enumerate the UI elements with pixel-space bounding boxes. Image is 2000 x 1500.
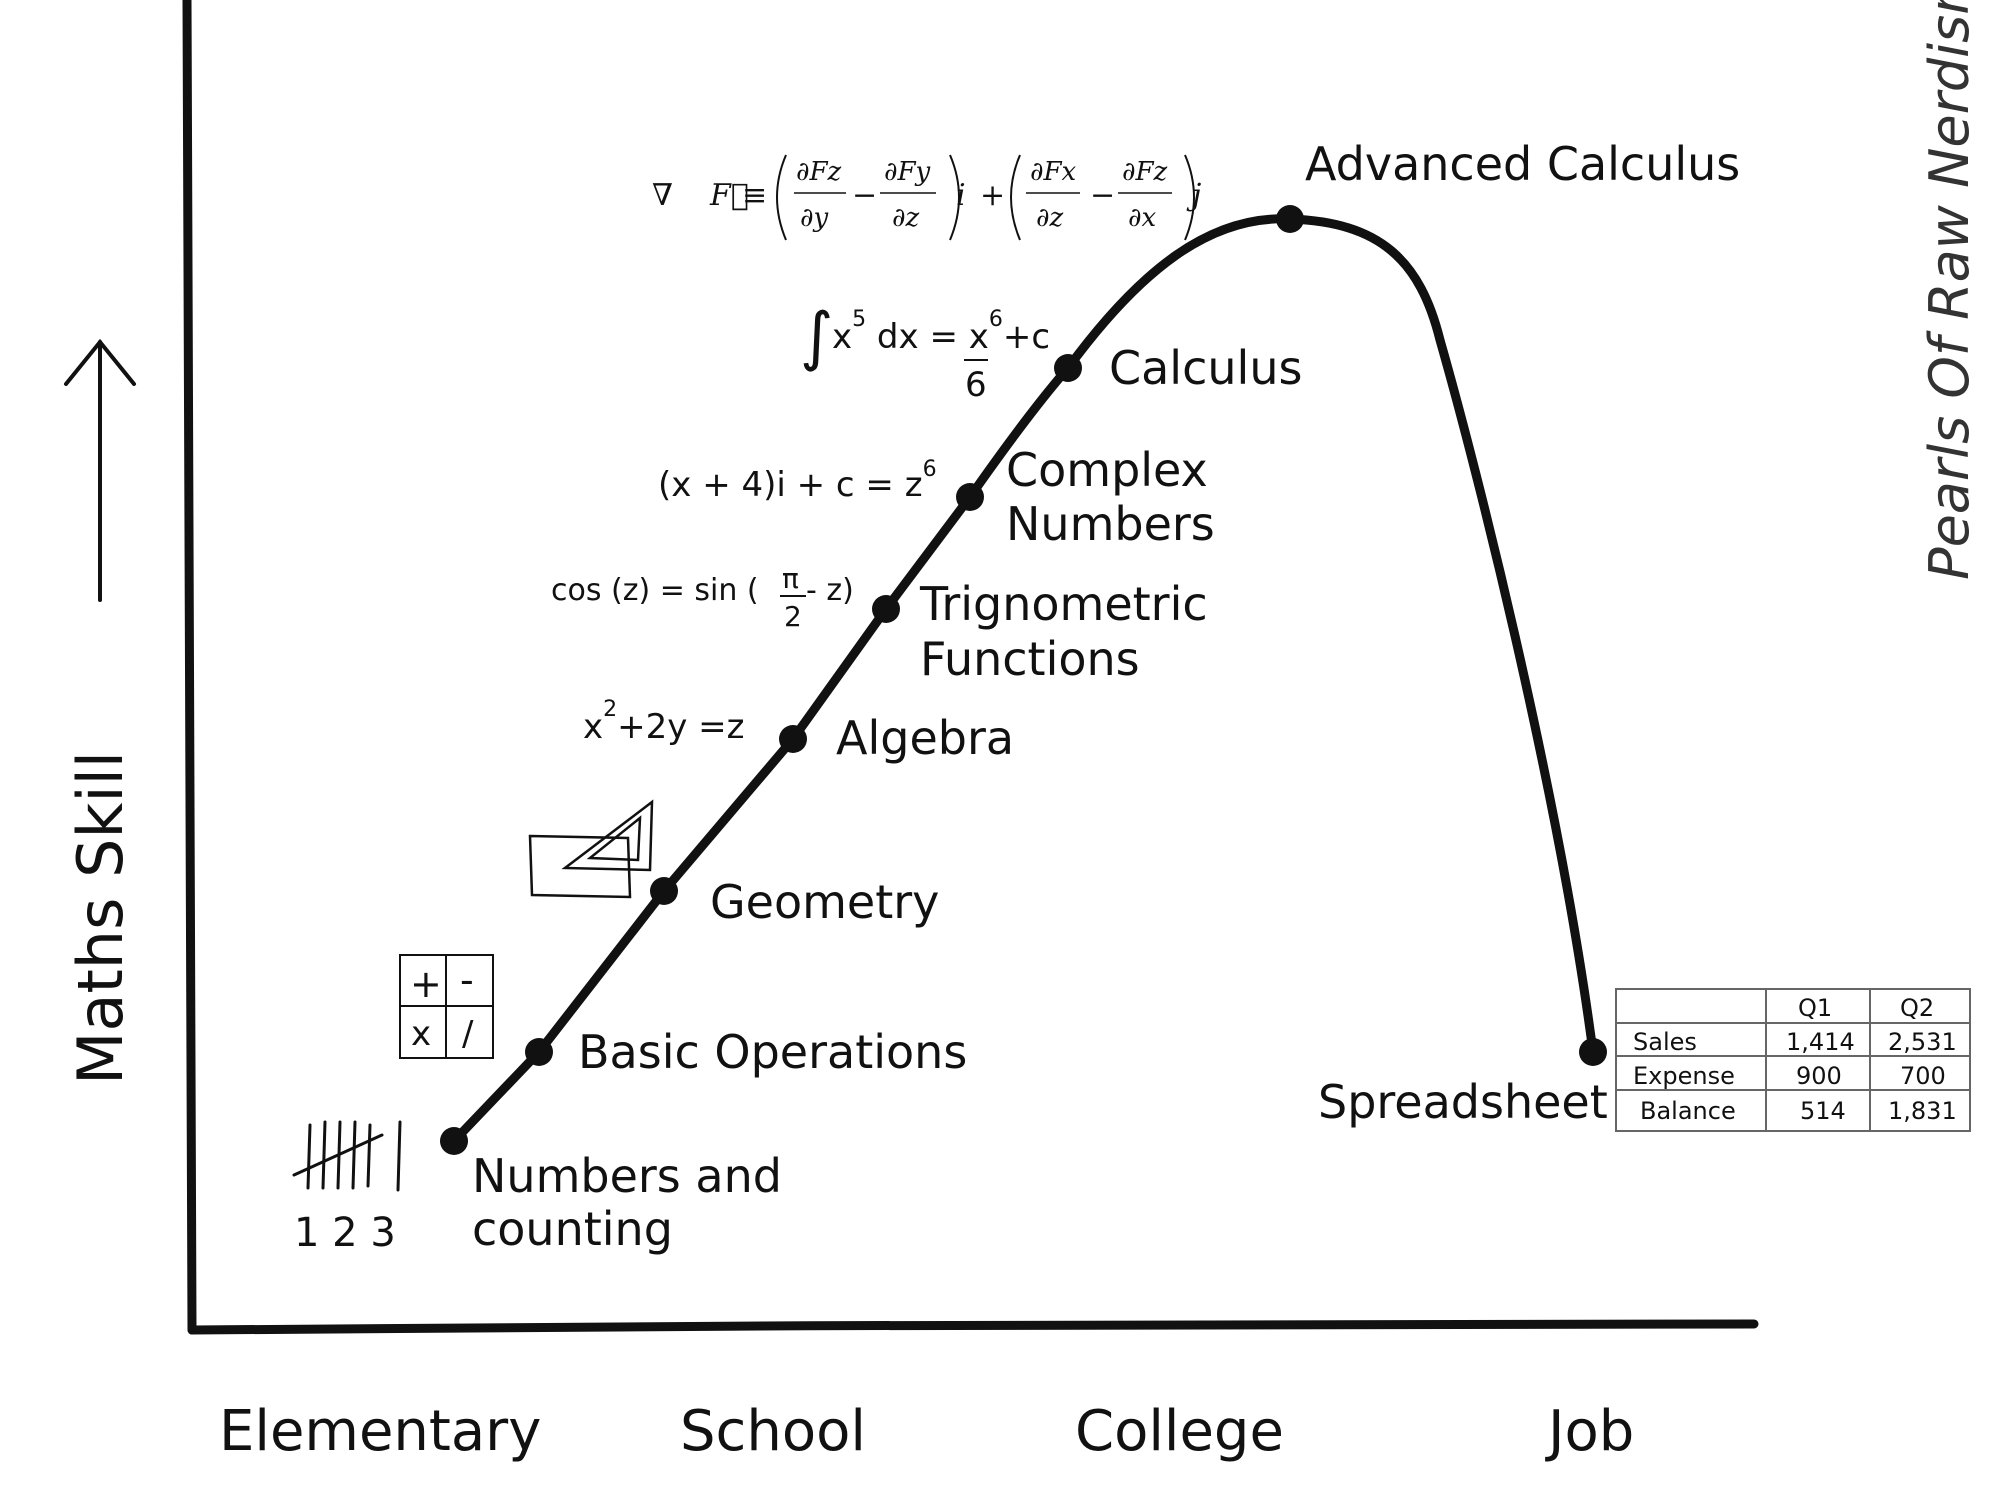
label-basic-operations: Basic Operations	[578, 1025, 967, 1079]
label-advanced-calculus: Advanced Calculus	[1305, 137, 1740, 191]
integral-num: x	[969, 317, 989, 357]
y-axis	[182, 0, 197, 1335]
point-geometry	[650, 877, 678, 905]
header-q1: Q1	[1798, 994, 1832, 1022]
x-label-job: Job	[1545, 1399, 1634, 1464]
curl-t2d: ∂z	[892, 203, 919, 233]
curl-eqsign: ≡	[742, 178, 767, 213]
curl-j: j	[1186, 178, 1201, 213]
counting-digits: 1 2 3	[294, 1210, 396, 1256]
curl-minus-2: −	[1090, 178, 1115, 213]
trig-equation-num: π	[782, 562, 799, 595]
label-geometry: Geometry	[710, 875, 939, 929]
x-label-college: College	[1075, 1399, 1284, 1464]
row-expense-q2: 700	[1900, 1062, 1946, 1090]
row-balance-label: Balance	[1640, 1097, 1736, 1125]
curl-t3d: ∂z	[1036, 203, 1063, 233]
watermark: Pearls Of Raw Nerdism	[1918, 0, 1981, 580]
curl-f: F⃗	[709, 178, 749, 213]
operator-divide: /	[462, 1014, 474, 1054]
curl-nabla: ∇	[652, 178, 673, 213]
integral-lhs: x5 dx = x6+c	[832, 307, 1050, 357]
label-numbers-1: Numbers and	[472, 1149, 782, 1203]
complex-text: (x + 4)i + c = z	[658, 465, 923, 505]
point-basic-operations	[525, 1038, 553, 1066]
operator-minus: -	[460, 958, 474, 1002]
label-numbers-2: counting	[472, 1202, 673, 1256]
integral-den: 6	[965, 365, 987, 405]
complex-exp: 6	[923, 457, 937, 482]
operators-grid-icon	[399, 954, 494, 1059]
spreadsheet-table: Q1 Q2 Sales 1,414 2,531 Expense 900 700 …	[1615, 988, 1971, 1132]
curl-plus: +	[980, 178, 1005, 213]
stage-points	[440, 205, 1607, 1155]
row-balance-q2: 1,831	[1888, 1097, 1957, 1125]
label-complex-1: Complex	[1006, 443, 1208, 497]
integral-exp: 5	[852, 307, 866, 332]
label-calculus: Calculus	[1109, 341, 1302, 395]
x-label-elementary: Elementary	[219, 1399, 541, 1464]
trig-equation-left: cos (z) = sin (	[551, 573, 759, 608]
row-balance-q1: 514	[1800, 1097, 1846, 1125]
operator-plus: +	[410, 962, 442, 1006]
integral-plus: +c	[1003, 317, 1050, 357]
curl-t2n: ∂Fy	[884, 157, 930, 187]
algebra-rest: +2y =z	[617, 707, 744, 747]
curl-t1d: ∂y	[800, 203, 828, 233]
header-q2: Q2	[1900, 994, 1934, 1022]
curl-equation: ∇ F⃗ ≡ ∂Fz ∂y − ∂Fy ∂z i + ∂Fx ∂z − ∂Fz …	[652, 154, 1201, 241]
point-complex	[956, 483, 984, 511]
row-sales-label: Sales	[1633, 1028, 1697, 1056]
operator-times: x	[411, 1014, 431, 1054]
y-axis-label: Maths Skill	[64, 751, 137, 1085]
point-advanced-calculus	[1276, 205, 1304, 233]
algebra-base: x	[583, 707, 603, 747]
x-label-school: School	[680, 1399, 866, 1464]
curl-t4d: ∂x	[1128, 203, 1156, 233]
curl-t4n: ∂Fz	[1122, 157, 1167, 187]
curl-t1n: ∂Fz	[796, 157, 841, 187]
curl-i: i	[956, 178, 966, 213]
label-spreadsheet: Spreadsheet	[1318, 1075, 1608, 1129]
row-sales-q1: 1,414	[1786, 1028, 1855, 1056]
trig-equation-right: - z)	[806, 573, 854, 608]
label-algebra: Algebra	[836, 711, 1014, 765]
row-sales-q2: 2,531	[1888, 1028, 1957, 1056]
integral-sign: ∫	[800, 300, 833, 374]
point-calculus	[1054, 354, 1082, 382]
integral-base: x	[832, 317, 852, 357]
tally-marks-icon	[292, 1120, 402, 1192]
point-algebra	[779, 725, 807, 753]
curl-minus-1: −	[852, 178, 877, 213]
row-expense-q1: 900	[1796, 1062, 1842, 1090]
complex-equation: (x + 4)i + c = z6	[658, 457, 937, 505]
integral-num-exp: 6	[989, 307, 1003, 332]
geometry-shapes-icon	[528, 799, 654, 899]
trig-equation-den: 2	[784, 600, 802, 633]
skill-curve	[449, 214, 1598, 1146]
label-trig-2: Functions	[920, 632, 1140, 686]
label-trig-1: Trignometric	[919, 577, 1208, 631]
x-axis	[187, 1318, 1759, 1335]
curl-parentheses	[776, 154, 1195, 241]
label-complex-2: Numbers	[1006, 497, 1215, 551]
integral-mid: dx =	[866, 317, 969, 357]
up-arrow-icon	[64, 338, 136, 602]
row-expense-label: Expense	[1633, 1062, 1735, 1090]
curl-t3n: ∂Fx	[1030, 157, 1076, 187]
point-trig	[872, 595, 900, 623]
algebra-equation: x2+2y =z	[583, 697, 745, 747]
point-numbers	[440, 1127, 468, 1155]
point-spreadsheet	[1579, 1038, 1607, 1066]
algebra-exp: 2	[603, 697, 617, 722]
